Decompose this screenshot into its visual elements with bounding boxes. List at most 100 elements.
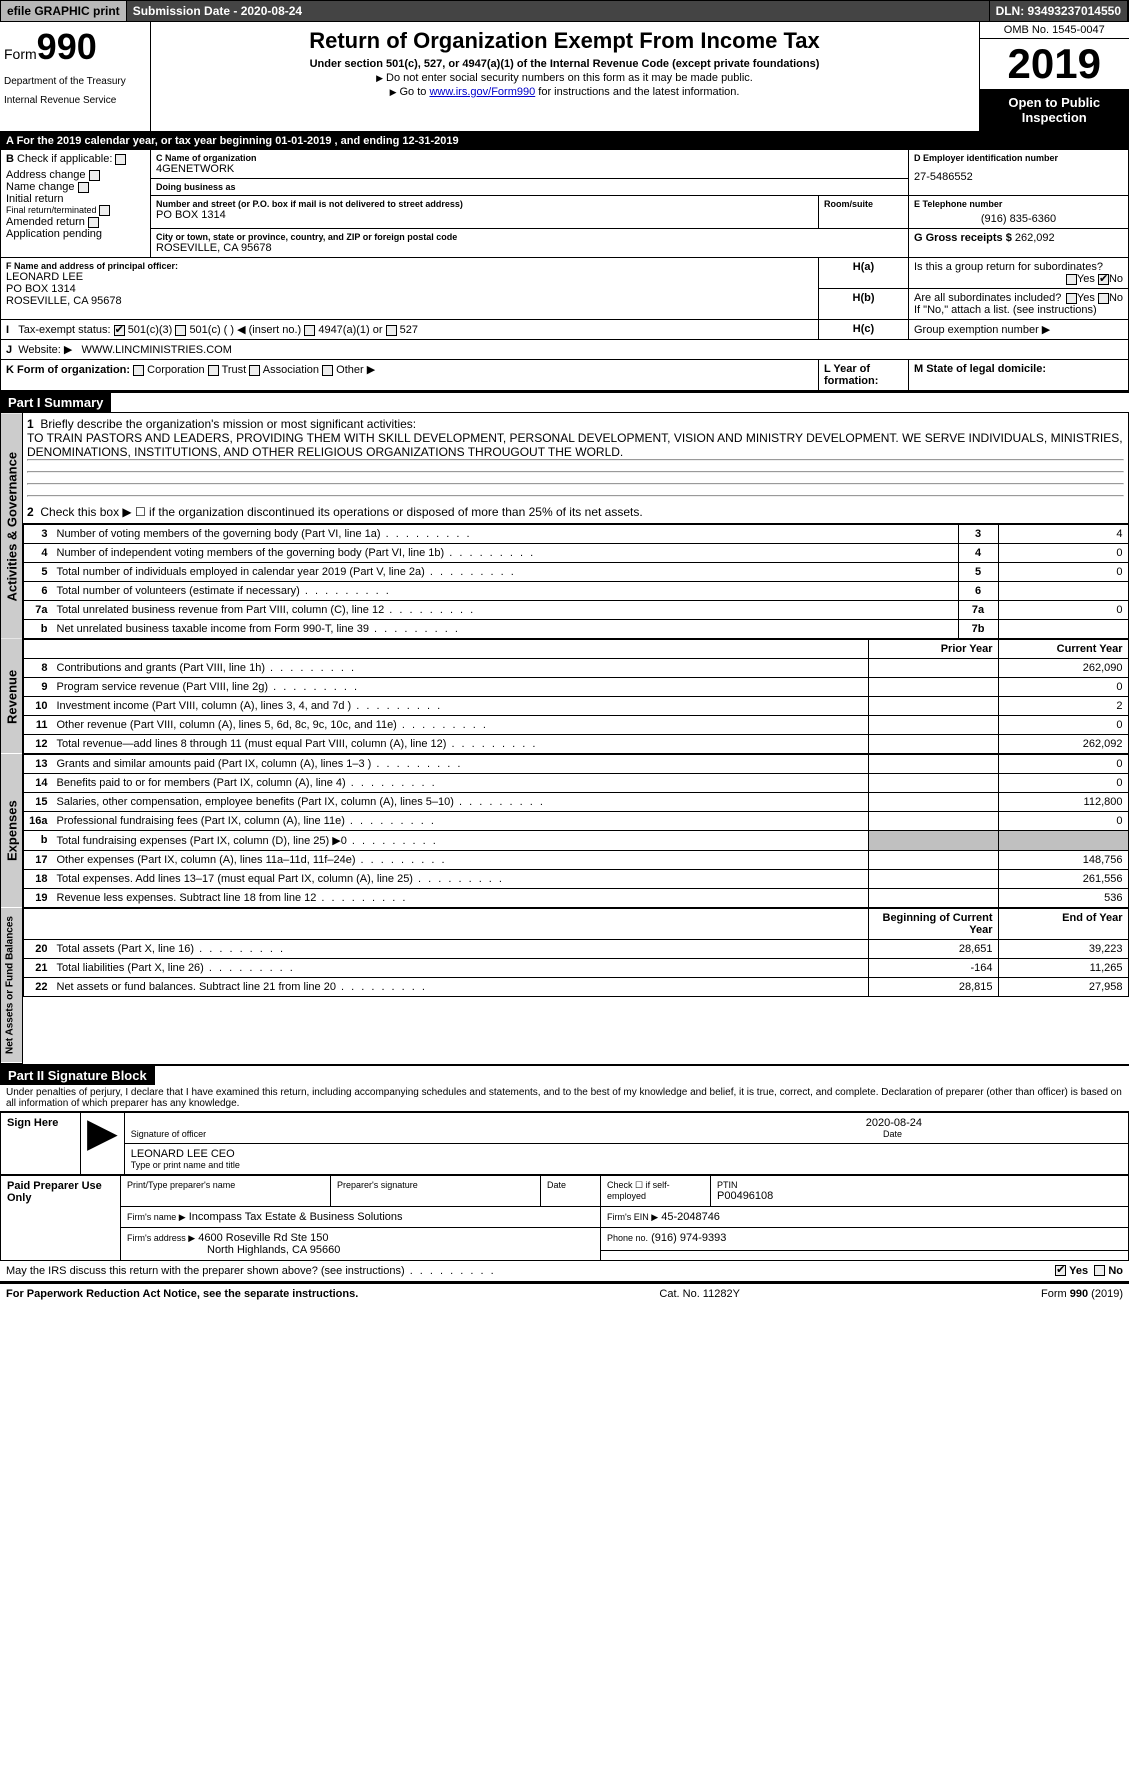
section-c-city: City or town, state or province, country… [151,229,909,258]
perjury-text: Under penalties of perjury, I declare th… [0,1085,1129,1112]
table-row: 17Other expenses (Part IX, column (A), l… [24,851,1129,870]
section-b: B Check if applicable: Address change Na… [1,150,151,258]
efile-label: efile GRAPHIC print [1,1,127,21]
section-c-name: C Name of organization 4GENETWORK [151,150,909,179]
room-suite: Room/suite [819,196,909,229]
footer: For Paperwork Reduction Act Notice, see … [0,1283,1129,1304]
form-prefix: Form [4,46,37,62]
table-row: 6Total number of volunteers (estimate if… [24,582,1129,601]
tab-expenses: Expenses [1,754,23,908]
firm-name: Incompass Tax Estate & Business Solution… [189,1211,403,1223]
chk-name: Name change [6,181,145,193]
section-g: G Gross receipts $ 262,092 [909,229,1129,258]
chk-pending: Application pending [6,228,145,240]
ein: 27-5486552 [914,171,1123,183]
form-subtitle: Under section 501(c), 527, or 4947(a)(1)… [157,58,973,70]
sig-date: 2020-08-24 [131,1117,1122,1129]
col-beginning: Beginning of Current Year [868,909,998,940]
q2-text: Check this box ▶ ☐ if the organization d… [40,505,642,519]
tax-year: 2019 [980,39,1129,89]
discuss-row: May the IRS discuss this return with the… [0,1261,1129,1283]
table-row: 11Other revenue (Part VIII, column (A), … [24,716,1129,735]
self-employed-check[interactable]: Check ☐ if self-employed [607,1180,704,1201]
section-l: L Year of formation: [819,360,909,391]
part1-header: Part I Summary [0,393,111,412]
table-row: 20Total assets (Part X, line 16)28,65139… [24,940,1129,959]
period-row: A For the 2019 calendar year, or tax yea… [0,133,1129,149]
checkbox-applicable[interactable] [115,154,126,165]
top-bar: efile GRAPHIC print Submission Date - 20… [0,0,1129,22]
firm-addr2: North Highlands, CA 95660 [207,1244,340,1256]
sign-arrow-icon: ▶ [87,1117,118,1149]
form990-link[interactable]: www.irs.gov/Form990 [429,86,535,98]
omb-number: OMB No. 1545-0047 [980,22,1129,39]
form-title: Return of Organization Exempt From Incom… [157,28,973,54]
q1-label: Briefly describe the organization's miss… [40,417,416,431]
table-row: 22Net assets or fund balances. Subtract … [24,978,1129,997]
open-public: Open to Public Inspection [980,89,1129,131]
firm-ein: 45-2048746 [661,1211,720,1223]
table-row: 16aProfessional fundraising fees (Part I… [24,812,1129,831]
table-row: 4Number of independent voting members of… [24,544,1129,563]
ptin: P00496108 [717,1190,1122,1202]
dln: DLN: 93493237014550 [990,1,1128,21]
table-row: 19Revenue less expenses. Subtract line 1… [24,889,1129,908]
chk-address: Address change [6,169,145,181]
telephone: (916) 835-6360 [914,213,1123,225]
firm-phone: (916) 974-9393 [651,1232,726,1244]
year-cell: OMB No. 1545-0047 2019 Open to Public In… [979,22,1129,132]
org-address: PO BOX 1314 [156,209,813,221]
table-row: bNet unrelated business taxable income f… [24,620,1129,639]
table-row: 5Total number of individuals employed in… [24,563,1129,582]
section-hb: Are all subordinates included? Yes No If… [909,289,1129,320]
tab-net-assets: Net Assets or Fund Balances [1,908,23,1063]
submission-date: Submission Date - 2020-08-24 [127,1,990,21]
firm-addr1: 4600 Roseville Rd Ste 150 [198,1232,328,1244]
dept2: Internal Revenue Service [4,95,146,106]
tab-revenue: Revenue [1,639,23,754]
section-k: K Form of organization: Corporation Trus… [1,360,819,391]
officer-addr1: PO BOX 1314 [6,283,813,295]
section-e: E Telephone number (916) 835-6360 [909,196,1129,229]
501c3-check[interactable] [114,325,125,336]
goto-line: Go to www.irs.gov/Form990 for instructio… [157,86,973,98]
org-name: 4GENETWORK [156,163,903,175]
col-prior: Prior Year [868,640,998,659]
tab-activities-governance: Activities & Governance [1,413,23,640]
footer-right: Form 990 (2019) [1041,1288,1123,1300]
section-f: F Name and address of principal officer:… [1,258,819,320]
table-row: 8Contributions and grants (Part VIII, li… [24,659,1129,678]
ssn-notice: Do not enter social security numbers on … [157,72,973,84]
part2-header: Part II Signature Block [0,1066,155,1085]
title-cell: Return of Organization Exempt From Incom… [150,22,979,132]
section-c-addr: Number and street (or P.O. box if mail i… [151,196,819,229]
form-number: 990 [37,26,97,67]
col-end: End of Year [998,909,1128,940]
chk-amended: Amended return [6,216,145,228]
sign-here-label: Sign Here [1,1112,81,1174]
section-j: J Website: ▶ WWW.LINCMINISTRIES.COM [1,340,1129,360]
discuss-yes-check[interactable] [1055,1265,1066,1276]
section-ha: Is this a group return for subordinates?… [909,258,1129,289]
ha-no-check[interactable] [1098,274,1109,285]
table-row: 12Total revenue—add lines 8 through 11 (… [24,735,1129,754]
table-row: 7aTotal unrelated business revenue from … [24,601,1129,620]
table-row: 14Benefits paid to or for members (Part … [24,774,1129,793]
officer-typed-name: LEONARD LEE CEO [131,1148,1122,1160]
section-m: M State of legal domicile: [909,360,1129,391]
chk-final: Final return/terminated [6,205,145,216]
table-row: 10Investment income (Part VIII, column (… [24,697,1129,716]
dept1: Department of the Treasury [4,76,146,87]
form-cell: Form990 Department of the Treasury Inter… [0,22,150,132]
table-row: 15Salaries, other compensation, employee… [24,793,1129,812]
table-row: 3Number of voting members of the governi… [24,525,1129,544]
section-c-dba: Doing business as [151,179,909,196]
gross-receipts: 262,092 [1015,232,1055,244]
table-row: 21Total liabilities (Part X, line 26)-16… [24,959,1129,978]
section-i: I Tax-exempt status: 501(c)(3) 501(c) ( … [1,320,819,340]
officer-name: LEONARD LEE [6,271,813,283]
table-row: 13Grants and similar amounts paid (Part … [24,755,1129,774]
table-row: 9Program service revenue (Part VIII, lin… [24,678,1129,697]
section-hc: Group exemption number ▶ [909,320,1129,340]
footer-left: For Paperwork Reduction Act Notice, see … [6,1288,358,1300]
